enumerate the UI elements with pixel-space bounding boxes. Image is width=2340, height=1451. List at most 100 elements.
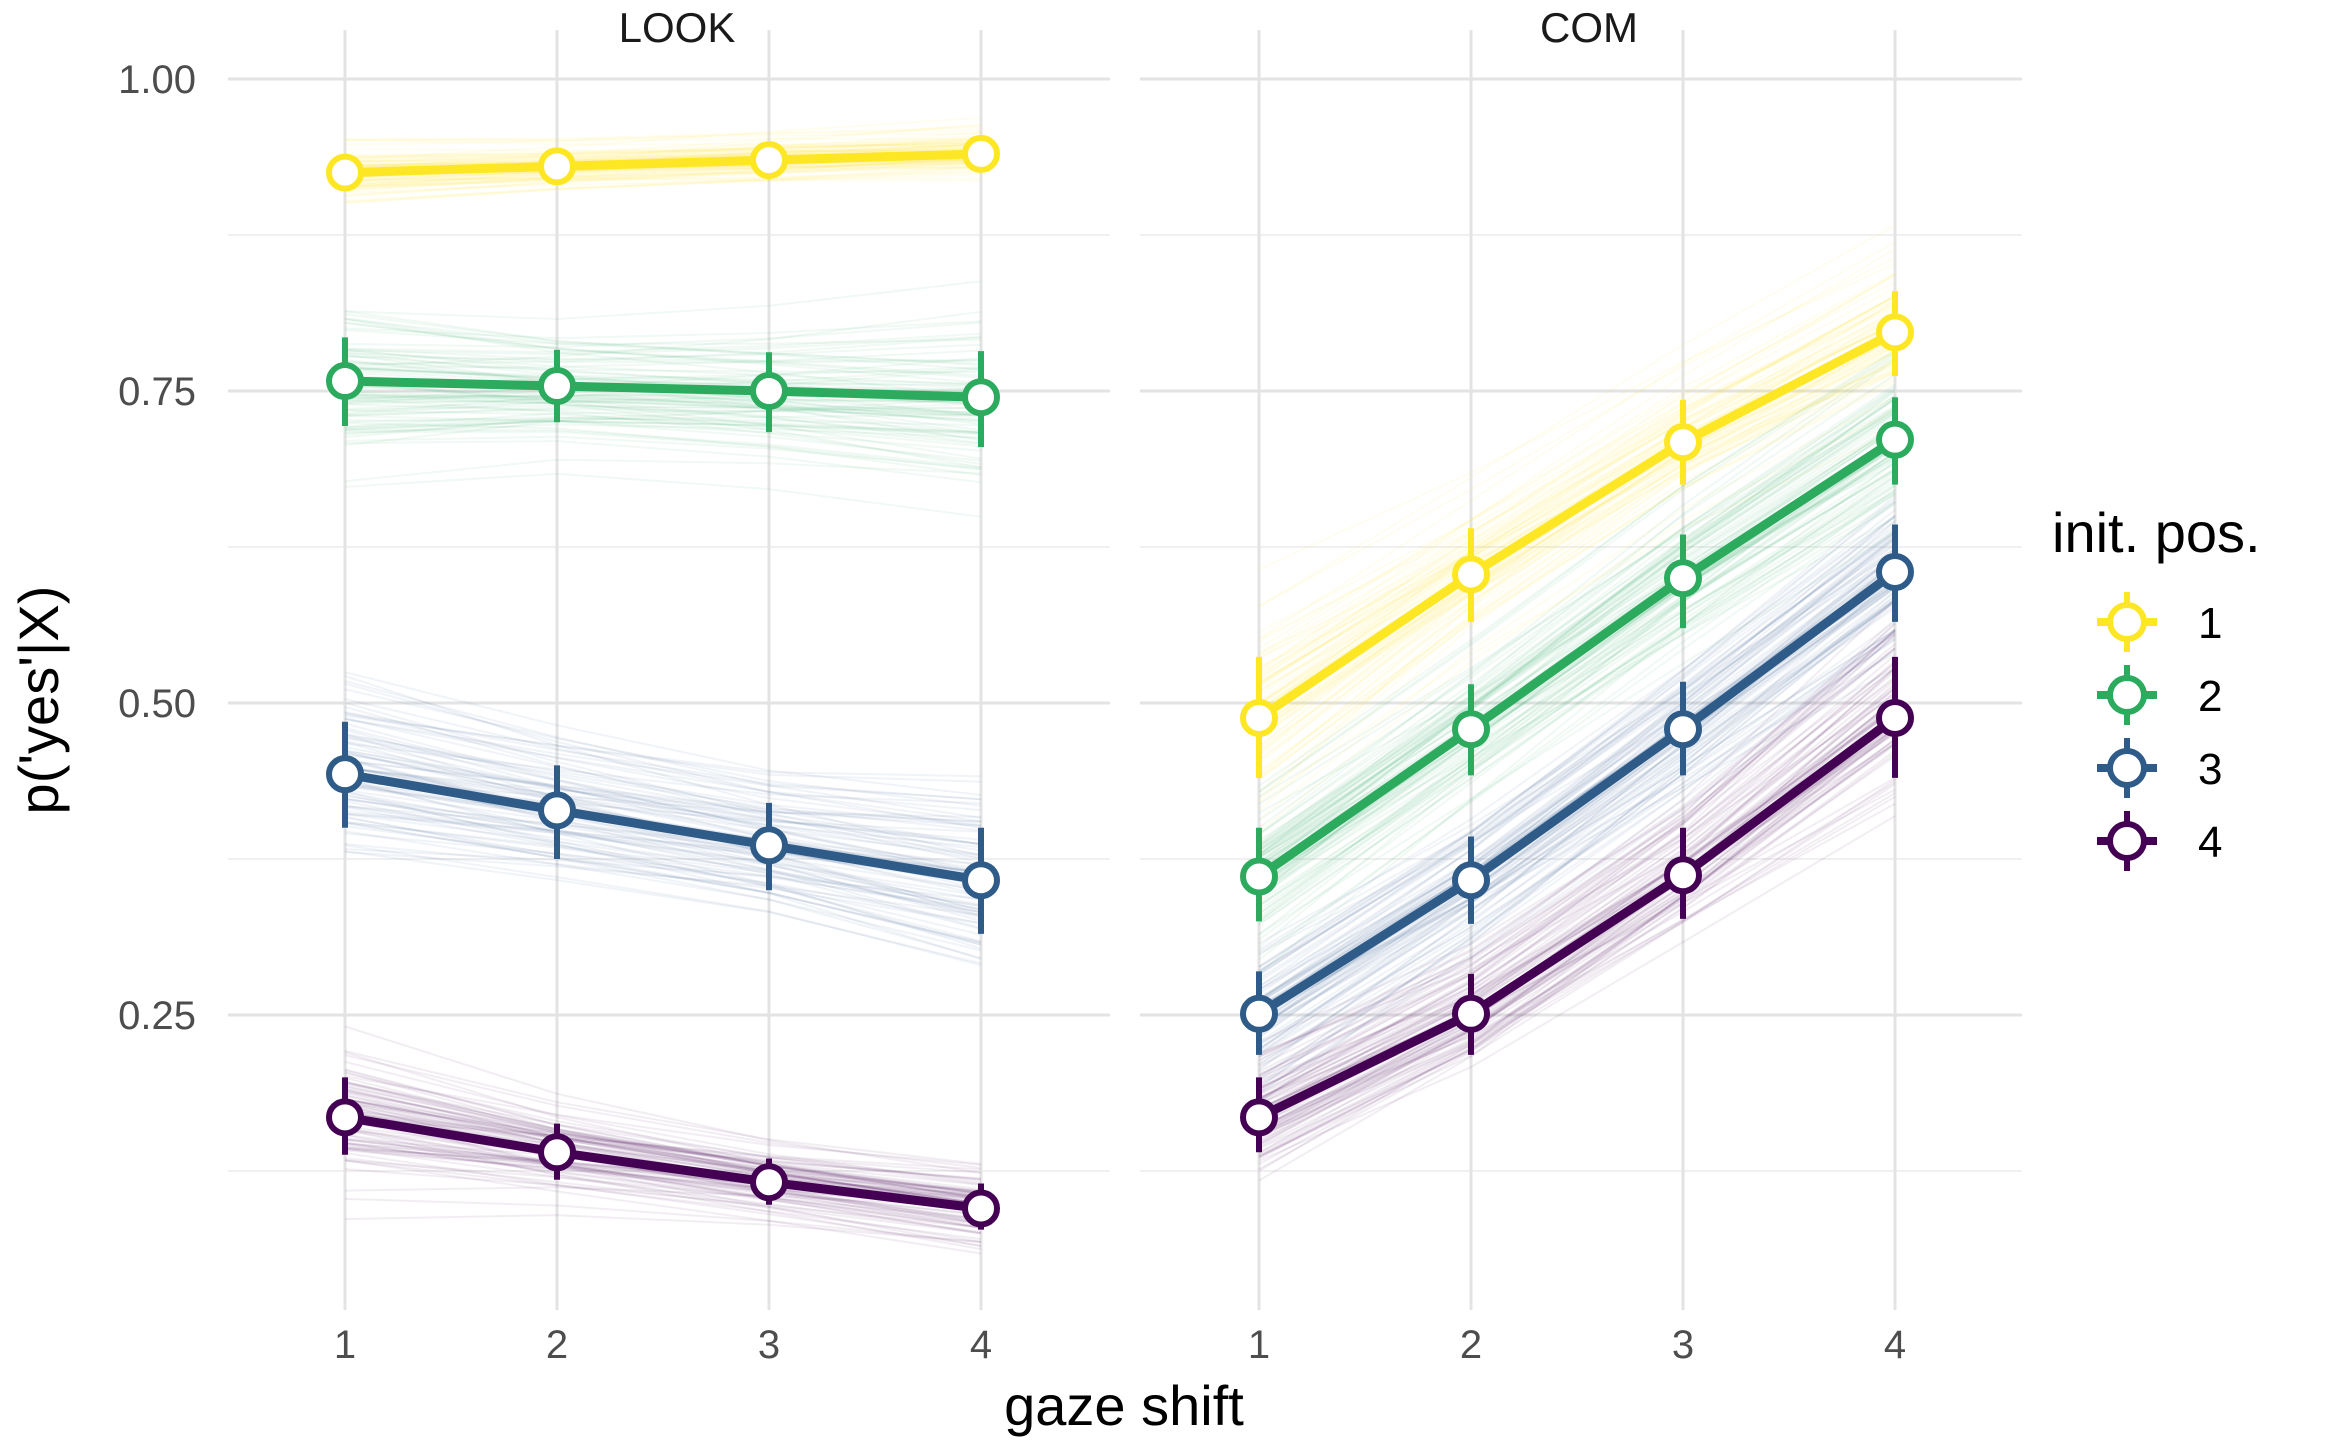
posterior-draw-line	[1258, 684, 1896, 1114]
posterior-draw-line	[344, 675, 982, 857]
posterior-draw-line	[1258, 485, 1896, 890]
posterior-draw-line	[1258, 383, 1896, 846]
posterior-draw-line	[344, 850, 982, 965]
posterior-draw-line	[344, 1098, 982, 1194]
posterior-draw-line	[344, 688, 982, 807]
posterior-draw-line	[344, 1159, 982, 1241]
posterior-draw-line	[1258, 742, 1896, 1139]
posterior-draw-line	[344, 367, 982, 385]
posterior-draw-line	[1258, 781, 1896, 1129]
posterior-draw-line	[344, 734, 982, 827]
posterior-draw-line	[344, 124, 982, 169]
posterior-draw-line	[1258, 667, 1896, 1079]
posterior-draw-line	[344, 161, 982, 189]
data-point	[1664, 559, 1702, 598]
posterior-draw-line	[1258, 629, 1896, 1017]
posterior-draw-line	[1258, 537, 1896, 1003]
posterior-draw-line	[1258, 493, 1896, 903]
series-line	[344, 1112, 982, 1213]
posterior-draw-line	[344, 1090, 982, 1193]
posterior-draw-line	[1258, 444, 1896, 887]
posterior-draw-line	[344, 757, 982, 911]
posterior-draw-line	[1258, 555, 1896, 1000]
posterior-draw-line	[344, 169, 982, 202]
posterior-draw-line	[344, 790, 982, 961]
posterior-draw-line	[1258, 527, 1896, 991]
posterior-draw-line	[344, 717, 982, 846]
posterior-draw-line	[1258, 273, 1896, 686]
posterior-draw-line	[344, 422, 982, 476]
posterior-draw-line	[344, 396, 982, 434]
posterior-draw-line	[1258, 635, 1896, 1094]
posterior-draw-line	[1258, 599, 1896, 1086]
posterior-draw-line	[1258, 358, 1896, 856]
posterior-draw-line	[1258, 352, 1896, 787]
posterior-draw-line	[344, 791, 982, 917]
posterior-draw-line	[344, 173, 982, 194]
posterior-draw-line	[344, 798, 982, 901]
posterior-draw-line	[344, 1098, 982, 1198]
posterior-draw-line	[1258, 462, 1896, 898]
posterior-draw-line	[1258, 529, 1896, 980]
posterior-draw-line	[1258, 411, 1896, 859]
posterior-draw-line	[344, 162, 982, 191]
posterior-draw-line	[344, 280, 982, 321]
posterior-draw-line	[1258, 705, 1896, 1106]
posterior-draw-line	[344, 1054, 982, 1169]
posterior-draw-line	[1258, 483, 1896, 881]
posterior-draw-line	[1258, 649, 1896, 1094]
posterior-draw-line	[344, 1098, 982, 1195]
posterior-draw-line	[1258, 467, 1896, 884]
posterior-draw-line	[344, 1050, 982, 1165]
posterior-draw-line	[1258, 620, 1896, 1051]
posterior-draw-line	[1258, 700, 1896, 1147]
posterior-draw-line	[344, 778, 982, 950]
series-line	[1257, 714, 1898, 1122]
posterior-draw-line	[1258, 647, 1896, 1044]
posterior-draw-line	[344, 398, 982, 405]
data-point	[1240, 857, 1278, 896]
posterior-draw-line	[344, 671, 982, 796]
posterior-draw-line	[344, 138, 982, 158]
posterior-draw-line	[1258, 322, 1896, 686]
legend-key-point	[2107, 748, 2147, 788]
posterior-draw-line	[344, 794, 982, 892]
posterior-draw-line	[1258, 687, 1896, 1154]
posterior-draw-line	[1258, 295, 1896, 706]
posterior-draw-line	[1258, 385, 1896, 856]
posterior-draw-line	[344, 1025, 982, 1174]
posterior-draw-line	[344, 1068, 982, 1199]
posterior-draw-line	[344, 843, 982, 925]
legend-label: 3	[2198, 745, 2222, 794]
posterior-draw-line	[1258, 535, 1896, 1001]
posterior-draw-line	[344, 406, 982, 428]
posterior-draw-line	[1258, 584, 1896, 991]
posterior-draw-line	[344, 1113, 982, 1248]
posterior-draw-line	[344, 348, 982, 362]
posterior-draw-line	[1258, 699, 1896, 1111]
posterior-draw-line	[1258, 631, 1896, 1059]
posterior-draw-line	[1258, 727, 1896, 1130]
x-tick-label: 4	[970, 1323, 992, 1367]
posterior-draw-line	[1258, 445, 1896, 893]
posterior-draw-line	[344, 717, 982, 801]
posterior-draw-line	[1258, 598, 1896, 1028]
posterior-draw-line	[344, 680, 982, 819]
posterior-draw-line	[1258, 488, 1896, 926]
posterior-draw-line	[344, 1113, 982, 1180]
posterior-draw-line	[344, 129, 982, 141]
posterior-draw-line	[1258, 547, 1896, 1004]
data-point	[538, 367, 576, 406]
posterior-draw-line	[1258, 491, 1896, 908]
posterior-draw-line	[344, 352, 982, 364]
posterior-draw-line	[1258, 390, 1896, 895]
posterior-draw-line	[344, 766, 982, 841]
posterior-draw-line	[1258, 273, 1896, 715]
posterior-draw-line	[1258, 778, 1896, 1158]
data-point	[326, 1098, 364, 1137]
posterior-draw-line	[1258, 629, 1896, 1101]
posterior-draw-line	[344, 165, 982, 190]
posterior-draw-line	[344, 848, 982, 901]
posterior-draw-line	[344, 317, 982, 365]
